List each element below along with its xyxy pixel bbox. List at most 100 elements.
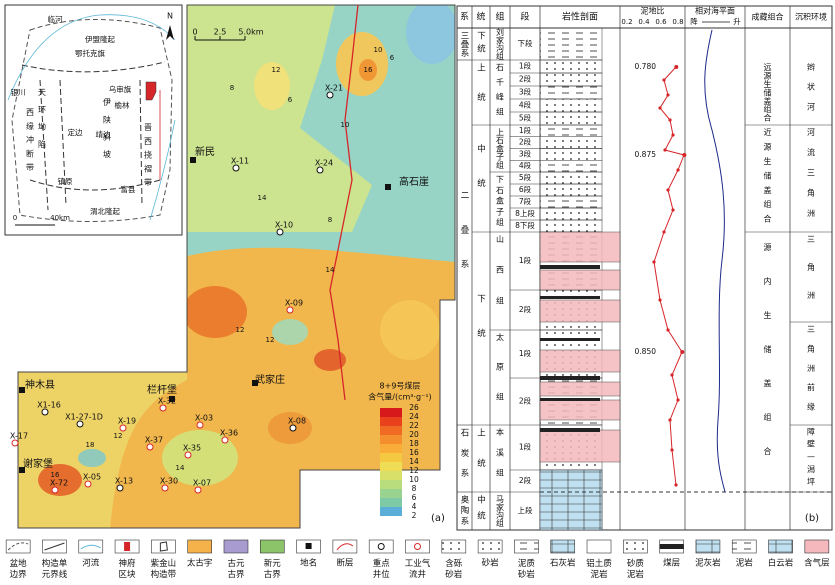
contour-label: 6 [288,96,293,104]
ratio-point [658,298,662,302]
well-name: X-35 [183,444,201,453]
member: 6段 [519,184,532,194]
contour-zone [187,5,372,232]
member: 5段 [519,113,532,123]
legend-label: 煤层 [663,558,680,569]
contour-zone [314,349,346,371]
inset-scale-label: 40km [50,214,70,222]
lithology [539,111,603,126]
ratio-label: 0.875 [635,150,657,159]
unit-boundary [21,61,166,211]
contour-zone [272,319,308,345]
colorbar-band [380,417,402,426]
legend-label-line: 砂质 [627,558,645,569]
legend-label: 盆地边界 [10,558,28,580]
legend-label: 河流 [82,558,100,569]
gas-layer [539,399,621,421]
well [76,420,84,428]
column-header: 系 [460,12,469,23]
map-outline [17,4,456,529]
colorbar-band [380,462,402,471]
legend-symbol [80,544,102,550]
well-name: X-11 [231,157,249,166]
well [221,436,229,444]
well-name: X-36 [220,429,238,438]
well-name: X1-27-1D [65,413,103,422]
legend-icon [477,539,503,554]
column-header: 段 [520,11,529,23]
ratio-marker [680,350,685,354]
place-name: 神木县 [25,378,55,391]
ratio-point [666,188,670,192]
contour-zone [162,430,238,486]
colorbar-title: 8+9号煤层 [380,381,421,391]
lithology [539,59,603,74]
place-marker [19,387,25,393]
system: 二叠系 [459,191,469,295]
inset-label: 天环坳陷 [38,88,47,157]
member: 1段 [519,442,532,452]
place-marker [19,467,25,473]
colorbar-tick: 22 [409,421,419,430]
well [84,480,92,488]
gas-layer [539,429,621,463]
column-header: 成藏组合 [752,12,784,22]
lithology [539,171,603,185]
legend-label-line: 古界 [227,569,245,580]
member: 4段 [519,100,532,110]
lithology [539,195,603,209]
place-marker [169,396,175,402]
ratio-point [662,230,666,234]
scale-label: 0 [192,28,197,37]
member: 1段 [519,255,532,265]
well-name: X-21 [325,84,343,93]
legend-label-line: 泥岩 [591,569,609,580]
sea-level-label: 降 [690,16,698,26]
formation: 刘家沟组 [496,27,505,60]
basin-boundary [11,19,173,222]
contour-label: 12 [266,336,275,344]
lithology [539,85,603,100]
inset-label: 榆林 [115,100,130,110]
inset-label: 西缘冲断带 [26,108,35,177]
series: 中统 [476,143,486,213]
well [276,228,284,236]
colorbar-title: 含气量/(cm³·g⁻¹) [368,392,431,402]
colorbar-band [380,507,402,516]
place-marker [385,184,391,190]
legend-icon [78,539,104,554]
member: 4段 [519,160,532,170]
legend-label-line: 铝土质 [586,558,612,569]
ratio-point [652,260,656,264]
legend-label: 新元古界 [264,558,282,580]
north-label: N [167,12,173,21]
environment: 三角洲前缘 [807,325,816,422]
colorbar-tick: 6 [412,493,417,502]
legend-label: 紫金山构造带 [151,558,177,580]
inset-label: 银川 [11,88,26,97]
legend-label-line: 泥岩 [627,569,645,580]
inset-label: 临河 [48,14,63,24]
lithology [539,160,603,173]
well [326,91,334,99]
member: 2段 [519,137,532,147]
member: 3段 [519,148,532,158]
legend-label: 断层 [336,558,353,569]
gas-layer [539,349,621,373]
place-name: 栏杆堡 [147,383,177,396]
legend-label: 泥岩 [736,558,754,569]
legend-icon [550,539,576,554]
inset-label: 伊盟隆起 [85,34,115,44]
column-frame [456,5,833,531]
legend-label: 神府区块 [119,558,137,580]
formation: 本溪组 [496,427,505,489]
sea-level-curve [704,29,726,493]
column-header: 沉积环境 [795,12,827,22]
series: 中统 [476,494,486,527]
well [41,408,49,416]
contour-zone [183,286,247,338]
legend-label-line: 工业气 [405,558,431,569]
legend-icon [731,539,757,554]
legend-label-line: 流井 [409,569,426,580]
lithology [539,136,603,149]
